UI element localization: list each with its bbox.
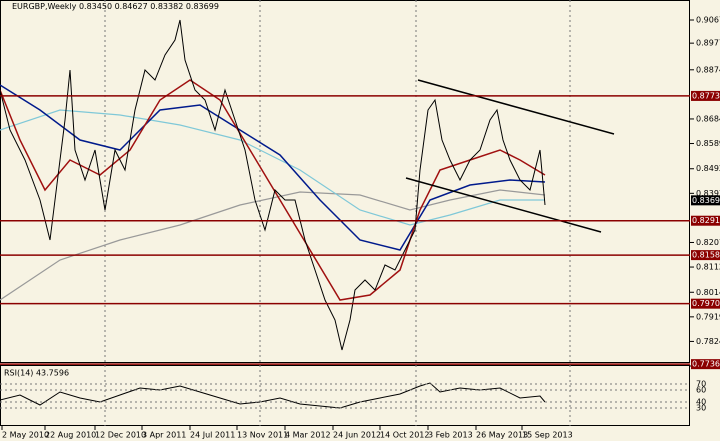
- level-label: 0.81582: [692, 251, 720, 260]
- level-tag: [691, 90, 720, 101]
- price-label: 0.89775: [696, 39, 720, 48]
- level-tag: [691, 298, 720, 309]
- current-price: 0.83699: [692, 196, 720, 205]
- time-label: 3 Feb 2013: [428, 431, 473, 440]
- level-tag: [691, 215, 720, 226]
- price-label: 0.85895: [696, 139, 720, 148]
- ma-100: [0, 109, 545, 226]
- price-label: 0.86845: [696, 114, 720, 123]
- price-label: 0.84920: [696, 164, 720, 173]
- price-label: 0.88745: [696, 65, 720, 74]
- level-tag: [691, 250, 720, 261]
- price-label: 0.81120: [696, 263, 720, 272]
- current-tag: [691, 195, 720, 206]
- chart-header: EURGBP,Weekly 0.83450 0.84627 0.83382 0.…: [12, 2, 219, 11]
- rsi-tick-label: 60: [696, 386, 706, 395]
- time-label: 12 Dec 2010: [95, 431, 146, 440]
- rsi-tick-label: 30: [696, 404, 706, 413]
- time-label: 14 Oct 2012: [380, 431, 429, 440]
- main-pane: [0, 0, 690, 363]
- time-label: 3 Apr 2011: [142, 431, 186, 440]
- level-label: 0.79704: [692, 299, 720, 308]
- time-label: 26 May 2013: [476, 431, 528, 440]
- time-label: 2 May 2010: [2, 431, 49, 440]
- trend-line: [405, 177, 602, 233]
- level-label: 0.82911: [692, 216, 720, 225]
- price-label: 0.79195: [696, 312, 720, 321]
- rsi-line: [0, 382, 546, 409]
- time-label: 24 Jun 2012: [333, 431, 381, 440]
- ma-200: [0, 189, 546, 301]
- time-label: 13 Nov 2011: [237, 431, 288, 440]
- rsi-tick-label: 40: [696, 398, 706, 407]
- price-label: 0.82070: [696, 238, 720, 247]
- ma-50: [0, 84, 546, 251]
- level-label: 0.87735: [692, 91, 720, 100]
- rsi-title: RSI(14) 43.7596: [4, 369, 69, 378]
- price-bars: [0, 19, 546, 351]
- price-label: 0.90670: [696, 16, 720, 25]
- trend-line: [417, 79, 615, 135]
- price-label: 0.80145: [696, 288, 720, 297]
- vertical-grid: [104, 0, 571, 426]
- time-label: 15 Sep 2013: [522, 431, 573, 440]
- level-label: 0.77367: [692, 360, 720, 369]
- price-label: 0.78245: [696, 337, 720, 346]
- level-tag: [691, 359, 720, 370]
- time-label: 4 Mar 2012: [285, 431, 331, 440]
- rsi-tick-label: 70: [696, 380, 706, 389]
- time-label: 22 Aug 2010: [45, 431, 96, 440]
- price-label: 0.83970: [696, 189, 720, 198]
- time-label: 24 Jul 2011: [190, 431, 235, 440]
- rsi-pane: [0, 365, 690, 426]
